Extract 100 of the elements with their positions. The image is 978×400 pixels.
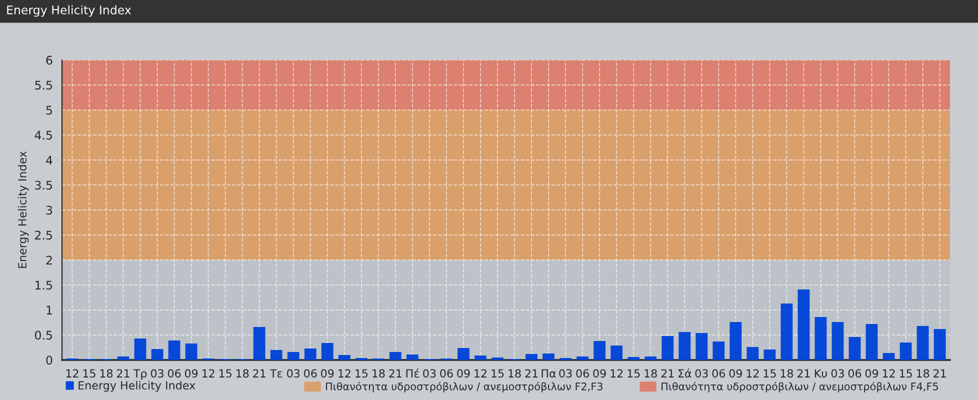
x-tick-label: 12	[882, 369, 895, 378]
x-tick-label: 18	[100, 369, 113, 378]
x-tick-label: 06	[304, 369, 317, 378]
y-axis-title: Energy Helicity Index	[18, 151, 29, 268]
y-tick-label: 4	[46, 156, 52, 164]
legend-label: Πιθανότητα υδροστρόβιλων / ανεμοστρόβιλων F4,F5	[662, 382, 938, 392]
x-tick-label: 06	[168, 369, 181, 378]
bar	[746, 347, 759, 360]
y-tick-label: 6	[46, 56, 52, 65]
bar	[594, 341, 606, 360]
bar	[270, 350, 282, 360]
x-tick-label: 12	[746, 369, 759, 378]
x-tick-label: 03	[559, 369, 572, 378]
bar	[542, 354, 554, 360]
x-tick-label: 21	[116, 369, 130, 378]
x-tick-label: 09	[729, 369, 742, 378]
x-tick-label: Κυ	[814, 369, 827, 378]
bar	[304, 348, 316, 360]
x-tick-label: 15	[492, 369, 504, 378]
x-tick-label: Σά	[678, 368, 692, 378]
bar	[780, 304, 793, 360]
x-tick-label: 21	[525, 369, 538, 378]
y-tick-label: 5	[46, 106, 52, 115]
y-tick-label: 0	[46, 356, 52, 365]
x-tick-label: 15	[356, 369, 368, 378]
x-tick-label: 06	[848, 369, 862, 378]
x-tick-label: 18	[780, 369, 793, 378]
bar	[389, 352, 402, 360]
bar	[526, 354, 538, 360]
x-tick-label: 15	[900, 369, 912, 378]
x-tick-label: 12	[202, 369, 214, 378]
x-tick-label: 12	[474, 369, 486, 378]
bar	[253, 327, 266, 360]
x-tick-label: 18	[236, 369, 249, 378]
x-tick-label: 21	[253, 369, 266, 378]
x-tick-label: 09	[321, 369, 334, 378]
x-tick-label: 21	[934, 369, 946, 378]
x-tick-label: Πα	[542, 369, 556, 378]
x-tick-label: 09	[865, 369, 878, 378]
bar	[696, 333, 708, 360]
y-tick-label: 4.5	[34, 130, 52, 140]
x-tick-label: 09	[184, 369, 198, 378]
x-tick-label: 03	[423, 369, 436, 378]
bar	[287, 352, 300, 360]
x-tick-label: 09	[457, 369, 470, 378]
bar	[814, 317, 827, 360]
legend-label: Energy Helicity Index	[78, 380, 196, 392]
bar	[338, 355, 350, 360]
bar	[134, 338, 146, 360]
bar	[764, 350, 776, 360]
y-tick-label: 1.5	[35, 280, 52, 290]
x-tick-label: 15	[219, 369, 232, 378]
bar	[866, 324, 878, 360]
x-tick-label: 21	[797, 369, 810, 378]
bar	[406, 354, 418, 360]
x-tick-label: 12	[610, 369, 623, 378]
bar	[712, 342, 725, 360]
x-tick-label: 12	[338, 369, 350, 378]
x-tick-label: Τε	[270, 369, 282, 378]
bar	[610, 346, 623, 360]
x-tick-label: 15	[83, 369, 96, 378]
x-tick-label: Πέ	[406, 368, 419, 378]
x-tick-label: 06	[440, 369, 453, 378]
x-tick-label: 18	[644, 369, 657, 378]
x-tick-label: 21	[661, 369, 674, 378]
x-tick-label: 18	[508, 369, 521, 378]
y-tick-label: 3	[46, 206, 52, 215]
bar	[151, 349, 164, 360]
x-tick-label: 12	[66, 369, 78, 378]
x-tick-label: 06	[712, 369, 726, 378]
legend-label: Πιθανότητα υδροστρόβιλων / ανεμοστρόβιλων F2,F3	[326, 382, 602, 392]
x-tick-label: 06	[576, 369, 589, 378]
bar	[934, 329, 946, 360]
x-tick-label: 15	[628, 369, 640, 378]
x-tick-label: 09	[593, 369, 606, 378]
bar	[458, 348, 470, 360]
y-tick-label: 3.5	[35, 180, 52, 190]
bar	[730, 322, 742, 360]
bar	[474, 356, 486, 360]
bar	[644, 356, 657, 360]
x-tick-label: 15	[764, 369, 776, 378]
x-tick-label: 03	[150, 369, 164, 378]
y-tick-label: 2	[46, 256, 52, 264]
bar	[117, 356, 130, 360]
x-tick-label: 18	[916, 369, 930, 378]
bar	[168, 340, 180, 360]
x-tick-label: 18	[372, 369, 385, 378]
bar	[900, 342, 912, 360]
x-tick-label: 21	[389, 369, 402, 378]
bar	[678, 332, 691, 360]
y-tick-label: 5.5	[35, 80, 52, 90]
bar	[798, 290, 810, 360]
y-tick-label: 2.5	[35, 230, 52, 240]
bar	[832, 322, 844, 360]
bar	[576, 356, 589, 360]
chart-title: Energy Helicity Index	[7, 5, 132, 17]
bar	[662, 336, 674, 360]
bar	[882, 353, 895, 360]
bar	[628, 357, 640, 360]
x-tick-label: 03	[831, 369, 844, 378]
